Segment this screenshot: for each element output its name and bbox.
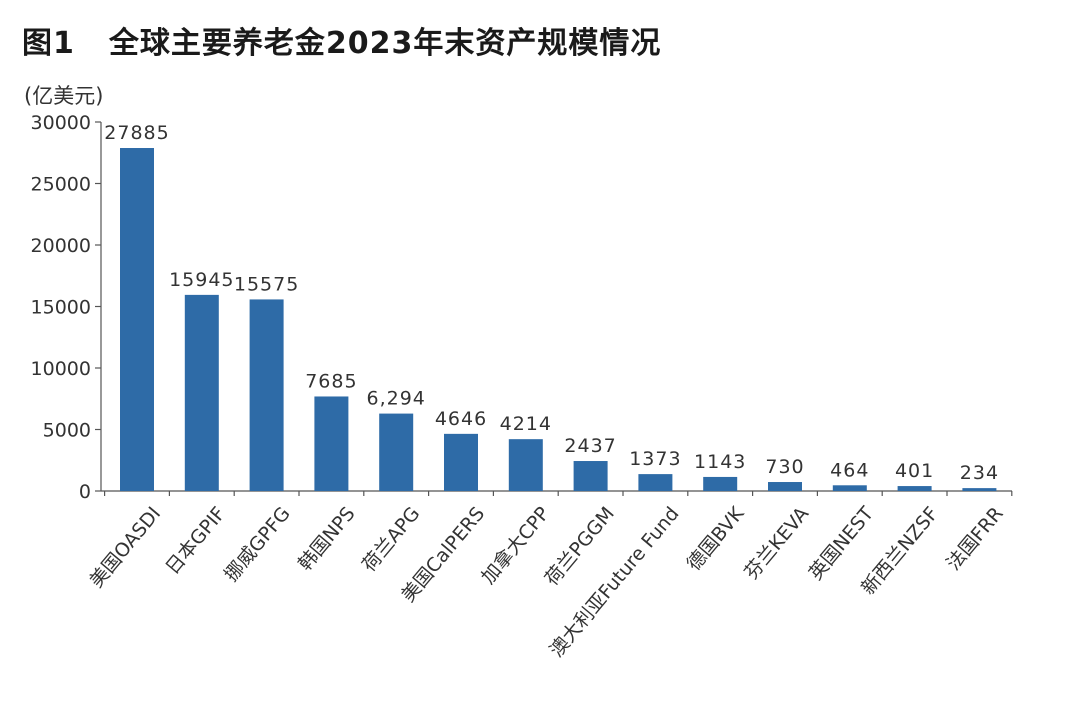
data-labels: 27885 15945 15575 7685 6,294 4646 4214 2437 1373… [104,122,999,484]
data-label: 15945 [169,269,234,291]
category-label: 美国OASDI [85,503,165,592]
y-tick-label: 15000 [31,297,91,319]
bar [573,461,608,491]
bars [120,148,997,491]
data-label: 7685 [305,370,357,392]
category-label: 德国BVK [683,502,749,575]
y-axis: 0 5000 10000 15000 20000 25000 30000 [31,112,102,503]
y-tick-label: 30000 [31,112,91,134]
y-tick-label: 0 [79,481,91,503]
data-label: 15575 [234,273,299,295]
bar [249,299,284,491]
category-label: 芬兰KEVA [740,503,813,584]
category-label: 法国FRR [942,503,1007,575]
data-label: 27885 [104,122,169,144]
x-axis [101,490,1013,496]
data-label: 464 [830,459,869,481]
y-axis-unit-label: (亿美元) [24,84,104,108]
bar [379,413,414,491]
category-label: 韩国NPS [294,503,360,575]
bar [962,488,997,491]
bar [832,485,867,491]
data-label: 234 [960,462,999,484]
data-label: 1143 [694,451,746,473]
chart-title: 图1 全球主要养老金2023年末资产规模情况 [22,18,661,62]
data-label: 6,294 [366,388,425,410]
bar [897,486,932,491]
data-label: 401 [895,460,934,482]
bar [444,433,478,491]
bar [703,476,738,491]
bar [508,439,543,491]
data-label: 2437 [564,435,616,457]
data-label: 4646 [435,408,487,430]
data-label: 730 [765,456,804,478]
category-label: 挪威GPFG [220,503,295,586]
y-tick-label: 5000 [43,420,91,442]
y-tick-label: 25000 [31,174,91,196]
y-tick-label: 20000 [31,235,91,257]
bar [120,148,154,491]
bar [638,474,673,491]
data-label: 1373 [629,448,681,470]
data-label: 4214 [500,413,552,435]
category-label: 日本GPIF [161,503,230,579]
bar [768,482,802,491]
bar [314,396,349,491]
category-label: 荷兰APG [358,503,424,576]
bar [184,294,219,491]
figure-number: 图1 [22,26,75,61]
y-tick-label: 10000 [31,358,91,380]
figure-title: 全球主要养老金2023年末资产规模情况 [108,26,662,61]
category-label: 澳大利亚Future Fund [546,503,684,662]
